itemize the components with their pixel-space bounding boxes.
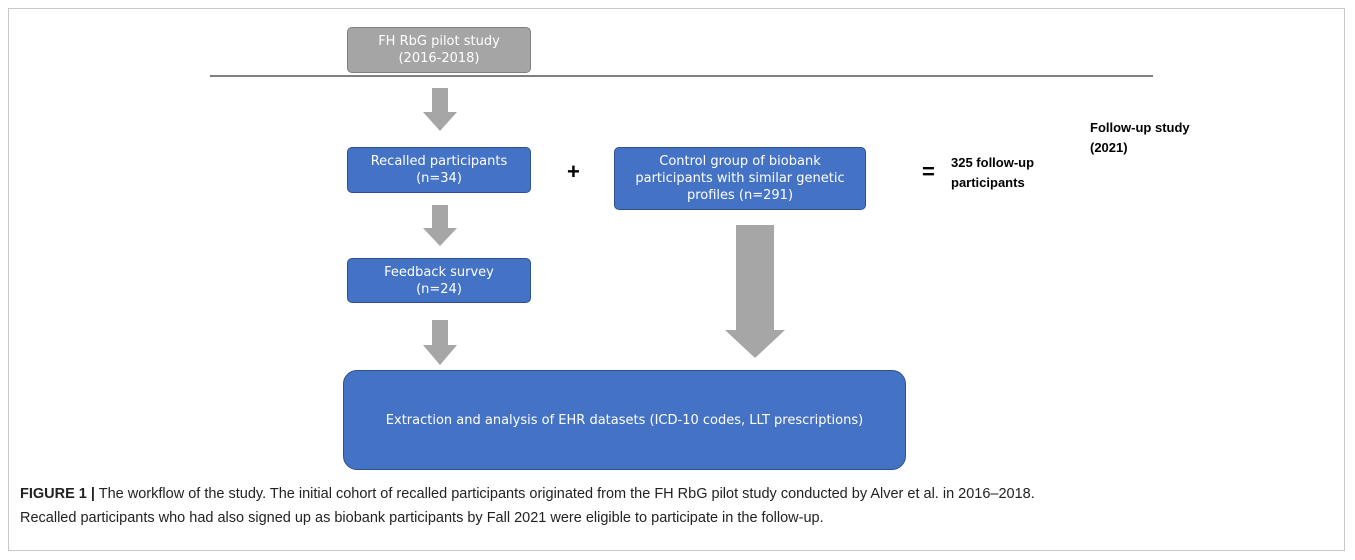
caption-text: The workflow of the study. The initial c… [98,486,1035,502]
analysis-node: Extraction and analysis of EHR datasets … [343,370,906,470]
node-text: FH RbG pilot study [378,34,500,49]
caption-label: FIGURE 1 | [20,486,95,502]
node-text: Extraction and analysis of EHR datasets … [385,412,864,428]
arrow [423,205,457,246]
control-node: Control group of biobank participants wi… [614,147,866,210]
node-text: Recalled participants [370,154,508,169]
node-text: Control group of biobank [659,154,821,169]
node-text: Feedback survey [384,264,494,280]
node-text: (n=34) [416,171,462,186]
phase-line: Follow-up study [1090,120,1190,135]
caption-line: Recalled participants who had also signe… [20,510,824,526]
node-text: participants with similar genetic [635,171,845,186]
result-line: participants [951,175,1025,190]
plus-sign: + [567,159,580,184]
node-text: (2016-2018) [398,51,480,66]
caption-line: FIGURE 1 | The workflow of the study. Th… [20,486,1035,502]
arrow [423,320,457,365]
node-text: profiles (n=291) [686,188,794,203]
equals-sign: = [922,159,935,184]
result-line: 325 follow-up [951,155,1035,170]
pilot-node: FH RbG pilot study (2016-2018) [347,27,531,73]
recalled-node: Recalled participants (n=34) [347,147,531,193]
arrow [423,88,457,131]
survey-node: Feedback survey (n=24) [347,258,531,303]
figure-frame [8,8,1345,551]
phase-label: Follow-up study (2021) [1090,118,1190,158]
arrow [725,225,785,358]
result-text: 325 follow-up participants [951,153,1034,193]
phase-line: (2021) [1090,140,1128,155]
node-text: (n=24) [416,281,462,297]
